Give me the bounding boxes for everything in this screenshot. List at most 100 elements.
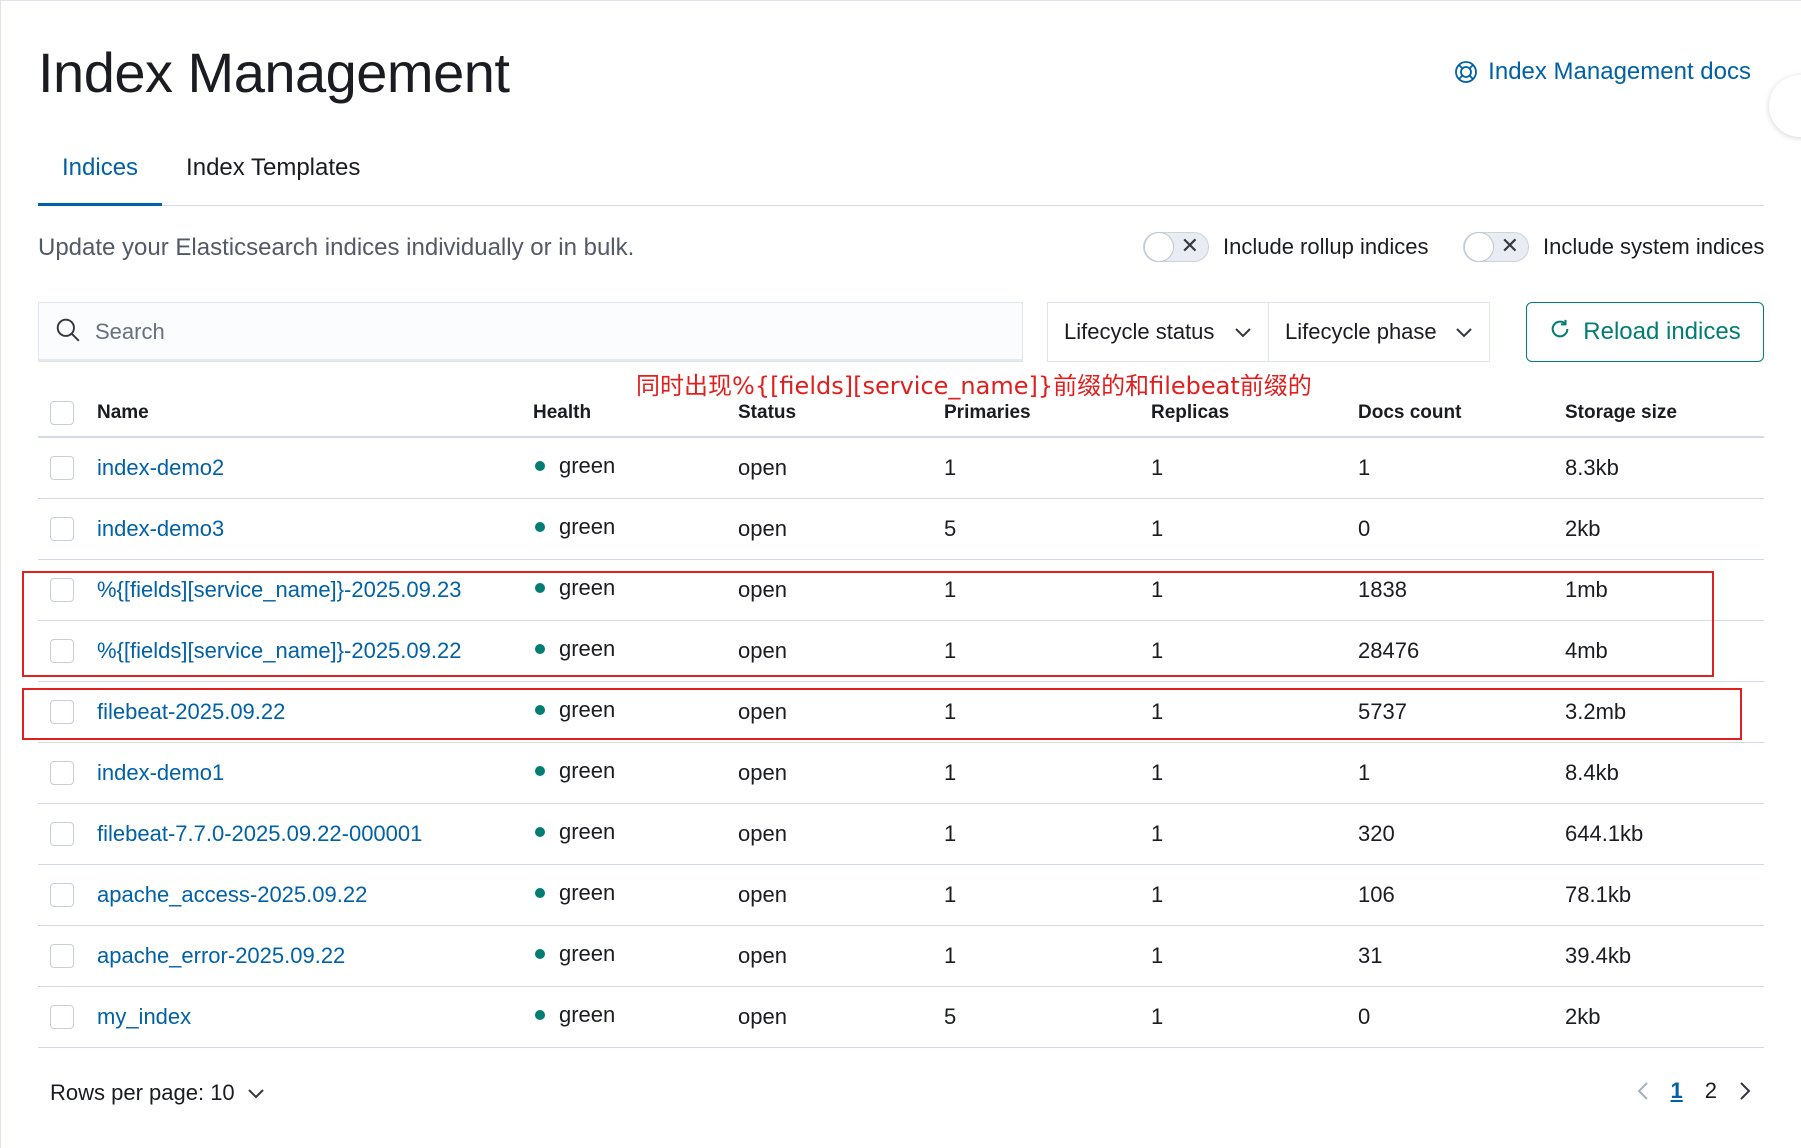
primaries-cell: 1 bbox=[944, 699, 957, 724]
primaries-cell: 5 bbox=[944, 516, 957, 541]
refresh-icon bbox=[1549, 318, 1571, 347]
index-name-cell: apache_error-2025.09.22 bbox=[97, 926, 345, 986]
health-label: green bbox=[559, 636, 616, 661]
health-status-dot-icon bbox=[535, 1010, 545, 1020]
docs-count-cell: 0 bbox=[1358, 516, 1371, 541]
status-cell: open bbox=[738, 882, 787, 907]
replicas-cell: 1 bbox=[1151, 699, 1164, 724]
column-header-storage-size[interactable]: Storage size bbox=[1565, 401, 1677, 423]
next-page-icon[interactable] bbox=[1739, 1081, 1751, 1101]
health-cell: green bbox=[533, 560, 615, 620]
health-cell: green bbox=[533, 682, 615, 742]
page-description: Update your Elasticsearch indices indivi… bbox=[38, 234, 635, 261]
annotation-text: 同时出现%{[fields][service_name]}前缀的和filebea… bbox=[636, 372, 1312, 400]
row-checkbox[interactable] bbox=[50, 700, 74, 724]
status-cell: open bbox=[738, 699, 787, 724]
storage-size-cell: 78.1kb bbox=[1565, 882, 1632, 907]
include-rollup-switch[interactable]: ✕ bbox=[1143, 232, 1209, 262]
index-name-cell: index-demo1 bbox=[97, 743, 224, 803]
primaries-cell: 1 bbox=[944, 821, 957, 846]
index-name-link[interactable]: my_index bbox=[97, 1004, 192, 1029]
storage-size-cell: 644.1kb bbox=[1565, 821, 1644, 846]
health-status-dot-icon bbox=[535, 461, 545, 471]
tab-bar: Indices Index Templates bbox=[38, 140, 1764, 206]
index-name-link[interactable]: %{[fields][service_name]}-2025.09.23 bbox=[97, 577, 462, 602]
chevron-down-icon bbox=[247, 1080, 265, 1106]
docs-count-cell: 320 bbox=[1358, 821, 1395, 846]
page-button-1[interactable]: 1 bbox=[1670, 1078, 1683, 1103]
row-checkbox[interactable] bbox=[50, 822, 74, 846]
health-cell: green bbox=[533, 865, 615, 925]
health-cell: green bbox=[533, 987, 615, 1047]
row-checkbox[interactable] bbox=[50, 944, 74, 968]
index-name-link[interactable]: filebeat-7.7.0-2025.09.22-000001 bbox=[97, 821, 423, 846]
primaries-cell: 1 bbox=[944, 577, 957, 602]
column-header-replicas[interactable]: Replicas bbox=[1151, 401, 1230, 423]
health-indicator: green bbox=[533, 514, 615, 540]
storage-size-cell: 2kb bbox=[1565, 1004, 1601, 1029]
row-checkbox[interactable] bbox=[50, 456, 74, 480]
tab-index-templates[interactable]: Index Templates bbox=[186, 154, 361, 181]
index-name-link[interactable]: filebeat-2025.09.22 bbox=[97, 699, 286, 724]
reload-indices-button[interactable]: Reload indices bbox=[1526, 302, 1764, 362]
previous-page-icon[interactable] bbox=[1637, 1081, 1649, 1101]
column-header-health[interactable]: Health bbox=[533, 401, 592, 423]
row-checkbox[interactable] bbox=[50, 639, 74, 663]
primaries-cell: 1 bbox=[944, 638, 957, 663]
rows-per-page-label: Rows per page: 10 bbox=[50, 1080, 235, 1105]
column-header-docs-count[interactable]: Docs count bbox=[1358, 401, 1462, 423]
select-all-cell bbox=[50, 385, 74, 436]
status-cell: open bbox=[738, 943, 787, 968]
docs-count-cell: 5737 bbox=[1358, 699, 1407, 724]
system-toggle-group: ✕ Include system indices bbox=[1463, 232, 1764, 262]
index-name-cell: apache_access-2025.09.22 bbox=[97, 865, 367, 925]
row-checkbox[interactable] bbox=[50, 761, 74, 785]
docs-count-cell: 28476 bbox=[1358, 638, 1420, 663]
include-system-switch[interactable]: ✕ bbox=[1463, 232, 1529, 262]
status-cell: open bbox=[738, 1004, 787, 1029]
select-all-checkbox[interactable] bbox=[50, 400, 74, 425]
primaries-cell: 5 bbox=[944, 1004, 957, 1029]
row-checkbox[interactable] bbox=[50, 883, 74, 907]
index-name-link[interactable]: apache_error-2025.09.22 bbox=[97, 943, 346, 968]
health-cell: green bbox=[533, 743, 615, 803]
docs-link-label: Index Management docs bbox=[1488, 58, 1751, 85]
rows-per-page-selector[interactable]: Rows per page: 10 bbox=[50, 1080, 265, 1106]
column-header-name[interactable]: Name bbox=[97, 401, 149, 423]
index-name-link[interactable]: %{[fields][service_name]}-2025.09.22 bbox=[97, 638, 462, 663]
table-row: filebeat-7.7.0-2025.09.22-000001 green ope… bbox=[38, 804, 1764, 865]
table-row: index-demo3 green open 5 1 0 2kb bbox=[38, 499, 1764, 560]
index-name-link[interactable]: index-demo1 bbox=[97, 760, 225, 785]
health-status-dot-icon bbox=[535, 522, 545, 532]
storage-size-cell: 4mb bbox=[1565, 638, 1608, 663]
row-checkbox[interactable] bbox=[50, 578, 74, 602]
index-name-link[interactable]: index-demo2 bbox=[97, 455, 225, 480]
column-header-primaries[interactable]: Primaries bbox=[944, 401, 1031, 423]
column-header-status[interactable]: Status bbox=[738, 401, 797, 423]
search-input[interactable] bbox=[95, 319, 975, 345]
lifecycle-filter-group: Lifecycle status Lifecycle phase bbox=[1047, 302, 1490, 362]
health-indicator: green bbox=[533, 941, 615, 967]
tab-indices[interactable]: Indices bbox=[38, 140, 163, 206]
table-row: apache_error-2025.09.22 green open 1 1 31 39.4… bbox=[38, 926, 1764, 987]
close-icon: ✕ bbox=[1180, 234, 1199, 259]
index-name-cell: my_index bbox=[97, 987, 191, 1047]
lifecycle-status-filter[interactable]: Lifecycle status bbox=[1048, 303, 1268, 361]
row-checkbox[interactable] bbox=[50, 1005, 74, 1029]
health-cell: green bbox=[533, 499, 615, 559]
page-button-2[interactable]: 2 bbox=[1704, 1078, 1717, 1103]
index-name-cell: %{[fields][service_name]}-2025.09.23 bbox=[97, 560, 461, 620]
table-row: index-demo1 green open 1 1 1 8.4kb bbox=[38, 743, 1764, 804]
storage-size-cell: 8.3kb bbox=[1565, 455, 1619, 480]
status-cell: open bbox=[738, 577, 787, 602]
indices-table: Name Health Status Primaries Replicas Do… bbox=[38, 385, 1764, 1048]
index-name-cell: index-demo2 bbox=[97, 438, 224, 498]
row-checkbox[interactable] bbox=[50, 517, 74, 541]
help-lifebuoy-icon bbox=[1454, 60, 1478, 84]
docs-link[interactable]: Index Management docs bbox=[1454, 58, 1751, 86]
index-name-link[interactable]: index-demo3 bbox=[97, 516, 225, 541]
storage-size-cell: 1mb bbox=[1565, 577, 1608, 602]
index-name-link[interactable]: apache_access-2025.09.22 bbox=[97, 882, 368, 907]
lifecycle-phase-filter[interactable]: Lifecycle phase bbox=[1268, 303, 1489, 361]
search-icon bbox=[55, 317, 81, 348]
